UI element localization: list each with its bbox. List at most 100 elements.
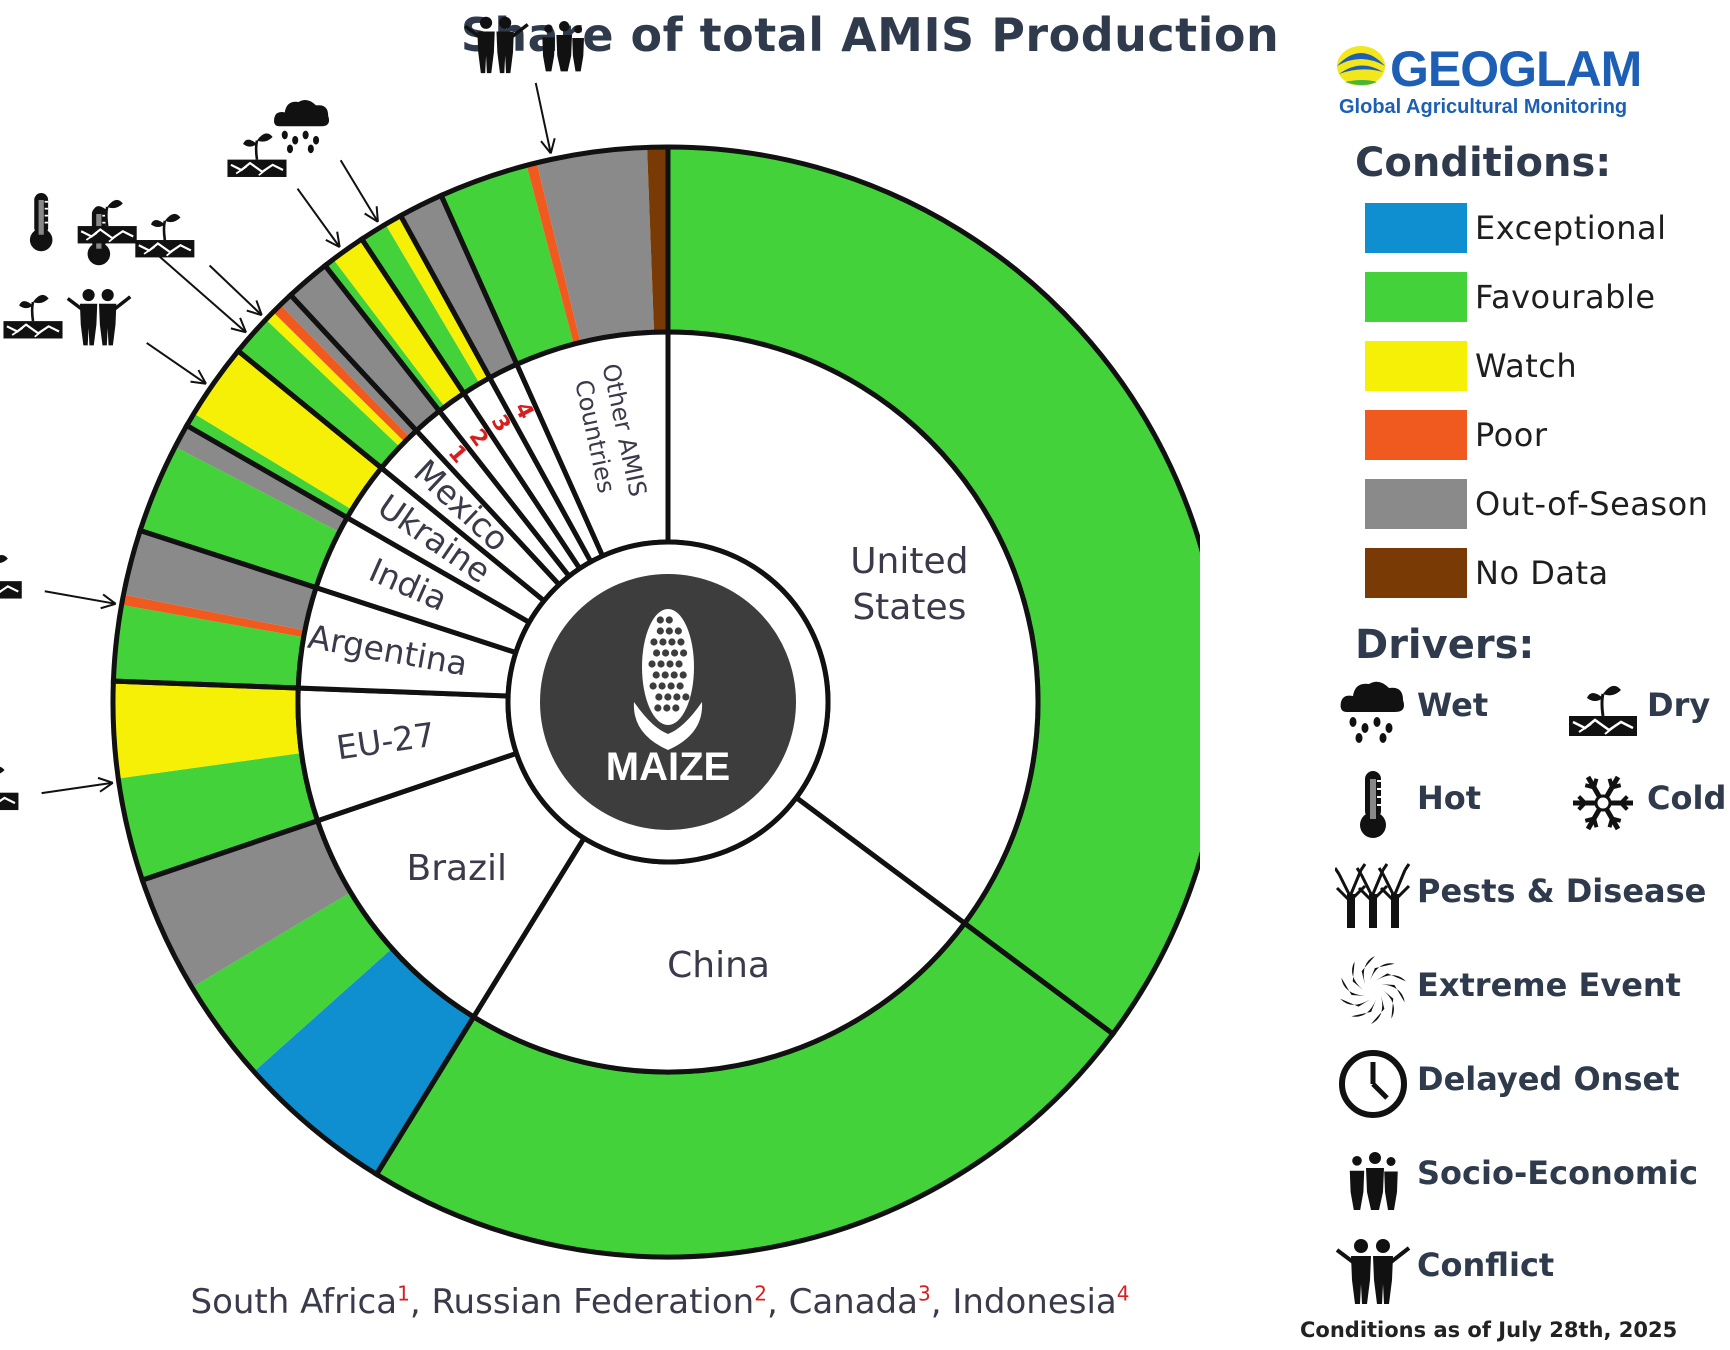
country-label-brazil: Brazil [407, 848, 507, 889]
annotation-mexico-1 [87, 207, 263, 317]
country-label-united-states: United States [850, 541, 968, 628]
country-label-china: China [667, 945, 770, 986]
outer-segment-united-states-favourable [668, 147, 1200, 1034]
footnote: South Africa1, Russian Federation2, Cana… [190, 1282, 1130, 1323]
outer-segment-argentina-favourable [113, 604, 304, 689]
outer-condition-ring [110, 144, 1200, 1260]
conditions-heading: Conditions: [1355, 140, 1612, 186]
outer-segment-brazil-exceptional [254, 948, 474, 1175]
legend-label-favourable: Favourable [1475, 278, 1656, 316]
outer-segment-canada-favourable [361, 224, 480, 394]
driver-label-hot: Hot [1417, 779, 1482, 817]
socio-economic-icon [1349, 1152, 1398, 1210]
outer-segment-other-amis-countries-out-of-season [536, 147, 655, 343]
legend-swatch-poor [1365, 410, 1467, 460]
footnote-number: 2 [754, 1282, 767, 1306]
maize-donut-chart: United StatesChinaBrazilEU-27ArgentinaInd… [0, 16, 1200, 1260]
legend-swatch-favourable [1365, 272, 1467, 322]
outer-segment-mexico-out-of-season [280, 295, 417, 438]
annotation-other-amis-countries-1 [464, 16, 584, 155]
legend-label-out-of-season: Out-of-Season [1475, 485, 1709, 523]
cold-icon [1573, 775, 1633, 831]
logo-subtitle: Global Agricultural Monitoring [1339, 96, 1628, 118]
driver-label-delayed-onset: Delayed Onset [1417, 1060, 1680, 1098]
annotation-argentina-1 [0, 555, 117, 610]
hot-icon [29, 193, 53, 252]
outer-segment-other-amis-countries-poor [526, 162, 581, 345]
legend-swatch-no-data [1365, 548, 1467, 598]
dry-icon [135, 213, 195, 258]
footnote-item-south-africa: South Africa1 [190, 1282, 410, 1323]
outer-segment-argentina-out-of-season [123, 530, 317, 631]
annotation-ukraine-1 [3, 288, 207, 385]
dry-icon [0, 555, 22, 599]
outer-segment-ukraine-favourable [186, 413, 352, 518]
dry-icon [77, 199, 137, 244]
logo-wordmark: GEOGLAM [1390, 41, 1642, 97]
outer-segment-ukraine-watch [193, 350, 382, 510]
footnote-number: 1 [397, 1282, 410, 1306]
footnote-number: 4 [1116, 1282, 1130, 1306]
driver-label-socio-economic: Socio-Economic [1417, 1154, 1699, 1192]
pests-disease-icon [1335, 863, 1411, 928]
drivers-heading: Drivers: [1355, 622, 1535, 668]
footnote-number: 3 [917, 1282, 931, 1306]
driver-label-conflict: Conflict [1417, 1246, 1555, 1284]
outer-segment-india-favourable [140, 446, 340, 588]
conflict-icon [66, 288, 132, 346]
legend-swatch-exceptional [1365, 203, 1467, 253]
driver-label-cold: Cold [1647, 779, 1727, 817]
legend-label-no-data: No Data [1475, 554, 1609, 592]
outer-segment-russian-federation-watch [333, 239, 464, 407]
dry-icon [0, 766, 19, 811]
socio-economic-icon [542, 21, 584, 72]
outer-segment-other-amis-countries-favourable [441, 165, 574, 365]
outer-segment-brazil-out-of-season [142, 820, 351, 988]
geoglam-logo: GEOGLAM Global Agricultural Monitoring [1335, 40, 1642, 130]
footnote-item-russian-federation: Russian Federation2 [431, 1282, 767, 1323]
center-label: MAIZE [606, 745, 730, 789]
outer-segment-mexico-favourable [238, 319, 400, 468]
outer-segment-russian-federation-favourable [325, 259, 445, 412]
outer-segment-indonesia-out-of-season [400, 195, 517, 378]
annotation-canada-1 [274, 100, 379, 223]
outer-segment-other-amis-countries-no-data [647, 147, 668, 333]
inner-country-ring [295, 329, 1041, 1075]
driver-label-wet: Wet [1417, 686, 1489, 724]
chart-title: Share of total AMIS Production [460, 8, 1280, 62]
wet-icon [274, 100, 330, 154]
driver-annotations [0, 16, 584, 811]
dry-icon [1569, 685, 1637, 736]
legend-label-watch: Watch [1475, 347, 1578, 385]
geoglam-globe-icon [1337, 46, 1385, 86]
outer-segment-china-favourable [376, 923, 1113, 1257]
wet-icon [1340, 681, 1404, 743]
outer-segment-canada-watch [385, 215, 490, 384]
annotation-mexico-2 [29, 193, 247, 334]
conflict-icon [1335, 1239, 1411, 1304]
driver-label-pests-disease: Pests & Disease [1417, 872, 1707, 910]
legend-label-poor: Poor [1475, 416, 1548, 454]
maize-cob-icon [633, 609, 703, 750]
center-badge: MAIZE [505, 539, 831, 865]
delayed-onset-icon [1339, 1050, 1407, 1118]
hot-icon [1360, 771, 1386, 838]
footnote-item-canada: Canada3 [788, 1282, 931, 1323]
driver-label-extreme-event: Extreme Event [1417, 966, 1681, 1004]
outer-segment-south-africa-out-of-season [290, 265, 440, 431]
legend-swatch-watch [1365, 341, 1467, 391]
legend-swatch-out-of-season [1365, 479, 1467, 529]
extreme-event-icon [1340, 956, 1406, 1024]
footnote-item-indonesia: Indonesia4 [952, 1282, 1130, 1323]
outer-segment-mexico-watch [265, 312, 405, 448]
outer-segment-brazil-favourable [192, 892, 393, 1072]
outer-segment-eu-27-favourable [118, 752, 318, 881]
as-of-date: Conditions as of July 28th, 2025 [1300, 1318, 1678, 1342]
legend-label-exceptional: Exceptional [1475, 209, 1667, 247]
annotation-russian-federation-1 [227, 133, 341, 248]
outer-segment-argentina-poor [121, 594, 305, 638]
conflict-icon [464, 16, 529, 74]
dry-icon [227, 133, 287, 177]
driver-label-dry: Dry [1647, 686, 1711, 724]
outer-segment-eu-27-watch [113, 681, 302, 779]
